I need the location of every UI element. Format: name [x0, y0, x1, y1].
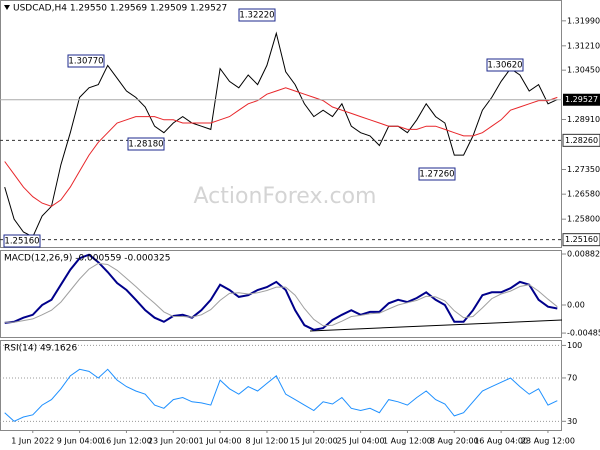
level-box [562, 233, 600, 247]
annotation-box [418, 167, 456, 181]
x-tick-label: 16 Aug 04:00 [474, 437, 528, 446]
y-tick-label: 1.30450 [567, 66, 600, 75]
x-tick-label: 25 Jul 04:00 [337, 437, 385, 446]
x-tick-label: 23 Jun 20:00 [148, 437, 199, 446]
macd-panel [0, 250, 562, 338]
series-line [4, 87, 558, 207]
level-label: 1.28260 [565, 136, 598, 145]
x-tick-label: 1 Jul 04:00 [199, 437, 242, 446]
series-line [4, 253, 558, 331]
annotation-box [127, 137, 165, 151]
annotation-label: 1.30620 [487, 61, 522, 71]
annotation-label: 1.28180 [128, 140, 163, 150]
x-tick-label: 16 Jun 12:00 [101, 437, 152, 446]
annotation-box [67, 54, 105, 68]
y-tick-label: 1.25800 [567, 215, 600, 224]
y-tick-label: 0.00 [567, 300, 585, 309]
rsi-panel [0, 340, 562, 431]
y-tick-label: 0.00882 [567, 249, 600, 258]
level-label: 1.25160 [565, 235, 598, 244]
y-tick-label: -0.004858 [567, 329, 600, 338]
annotation-label: 1.32220 [239, 11, 274, 21]
annotation-box [3, 234, 41, 248]
current-price-box [563, 93, 600, 106]
x-tick-label: 8 Aug 20:00 [430, 437, 479, 446]
x-tick-label: 9 Jun 04:00 [57, 437, 103, 446]
annotation-label: 1.30770 [68, 57, 103, 67]
x-tick-label: 15 Jul 20:00 [290, 437, 338, 446]
x-tick-label: 1 Aug 12:00 [383, 437, 432, 446]
annotation-label: 1.27260 [419, 170, 454, 180]
x-tick-label: 8 Jul 12:00 [246, 437, 289, 446]
series-line [4, 368, 558, 422]
y-tick-label: 1.31210 [567, 41, 600, 50]
y-tick-label: 1.26580 [567, 190, 600, 199]
series-line [4, 31, 558, 238]
y-tick-label: 30 [567, 417, 577, 426]
annotation-label: 1.25160 [4, 237, 39, 247]
y-tick-label: 1.28910 [567, 115, 600, 124]
annotation-box [486, 58, 524, 72]
level-box [562, 133, 600, 147]
y-tick-label: 1.27350 [567, 165, 600, 174]
panel-title: MACD(12,26,9) -0.000559 -0.000325 [4, 254, 170, 264]
y-tick-label: 70 [567, 373, 577, 382]
panel-title: RSI(14) 49.1626 [4, 344, 77, 354]
price-panel [0, 0, 562, 248]
x-tick-label: 23 Aug 12:00 [521, 437, 575, 446]
watermark: ActionForex.com [194, 184, 377, 209]
macd-trendline [309, 319, 563, 332]
y-tick-label: 100 [567, 341, 582, 350]
symbol-icon [4, 5, 10, 10]
annotation-box [238, 8, 276, 22]
panel-title: USDCAD,H4 1.29550 1.29569 1.29509 1.2952… [13, 4, 227, 14]
y-tick-label: 1.31990 [567, 16, 600, 25]
current-price-label: 1.29527 [565, 95, 598, 104]
series-line [4, 262, 558, 327]
x-tick-label: 1 Jun 2022 [11, 437, 54, 446]
